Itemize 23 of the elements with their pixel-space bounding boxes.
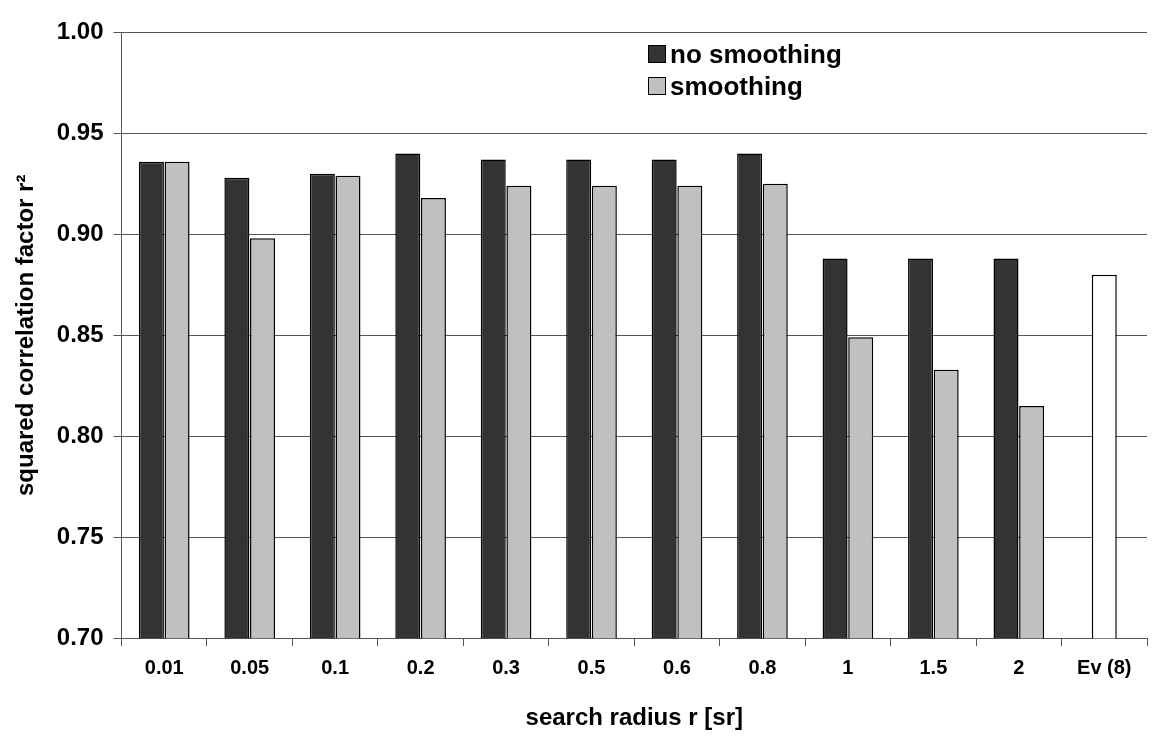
x-axis-title: search radius r [sr] [525, 703, 743, 731]
x-tick-label: 0.6 [663, 655, 691, 678]
x-tick-label: 0.1 [321, 655, 350, 678]
y-tick-label: 0.75 [56, 521, 104, 549]
x-tick-label: 1 [842, 655, 854, 678]
y-tick-label: 0.90 [56, 218, 104, 246]
x-tick-label: 0.01 [144, 655, 184, 678]
x-tick-label: Ev (8) [1077, 655, 1132, 678]
y-tick-label: 0.80 [56, 420, 104, 448]
x-tick-label: 0.2 [406, 655, 435, 678]
y-tick-label: 0.95 [56, 117, 104, 145]
legend-label: smoothing [670, 70, 803, 102]
x-tick-label: 0.5 [577, 655, 606, 678]
y-tick-label: 1.00 [56, 17, 104, 45]
y-tick-label: 0.70 [56, 622, 104, 650]
legend-label: no smoothing [670, 38, 842, 70]
y-tick-label: 0.85 [56, 319, 104, 347]
x-tick-label: 2 [1013, 655, 1025, 678]
x-tick-label: 0.8 [748, 655, 777, 678]
x-tick-label: 1.5 [919, 655, 948, 678]
x-tick-label: 0.05 [230, 655, 270, 678]
y-axis-title: squared correlation factor r² [11, 174, 39, 497]
x-tick-label: 0.3 [492, 655, 520, 678]
